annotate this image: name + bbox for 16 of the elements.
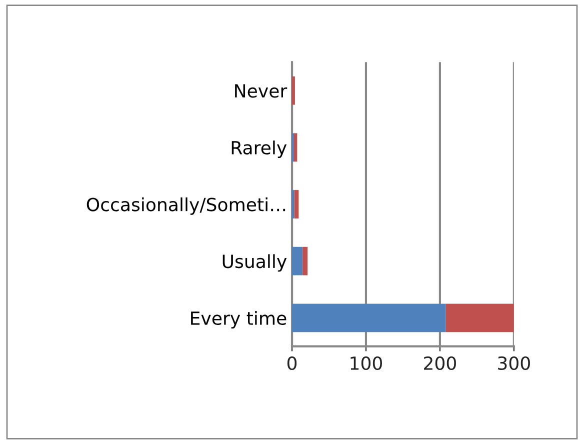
x-tick-label: 300: [498, 356, 530, 370]
y-tick-label: Occasionally/Someti…: [86, 197, 286, 215]
y-tick-label: Never: [235, 84, 288, 98]
x-tick-label: 0: [287, 356, 297, 370]
y-tick-label: Every time: [191, 311, 286, 329]
y-tick-label: Usually: [222, 254, 287, 272]
bar: [294, 190, 299, 218]
bar: [292, 304, 446, 332]
x-tick-label: 100: [350, 356, 382, 370]
bar: [292, 76, 295, 105]
bar: [302, 246, 308, 276]
bar: [293, 133, 298, 162]
bar: [446, 304, 514, 332]
bar: [292, 246, 302, 276]
y-tick-label: Rarely: [232, 140, 287, 158]
x-tick-label: 200: [424, 356, 456, 370]
